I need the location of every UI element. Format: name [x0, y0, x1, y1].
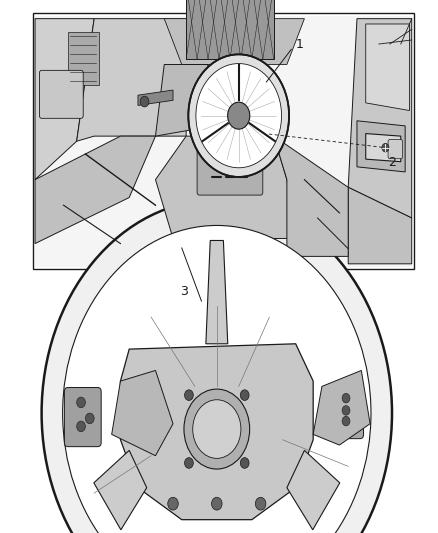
Text: 3: 3	[180, 286, 188, 298]
Polygon shape	[313, 370, 370, 445]
Polygon shape	[348, 187, 412, 264]
Circle shape	[240, 390, 249, 400]
Polygon shape	[206, 240, 228, 344]
Polygon shape	[274, 136, 348, 256]
Polygon shape	[357, 121, 405, 172]
Polygon shape	[164, 19, 304, 64]
Circle shape	[255, 497, 266, 510]
Bar	[68, 31, 99, 85]
Circle shape	[193, 400, 241, 458]
Circle shape	[342, 393, 350, 403]
Circle shape	[240, 458, 249, 469]
Polygon shape	[112, 370, 173, 456]
Circle shape	[382, 143, 389, 152]
FancyBboxPatch shape	[39, 70, 83, 118]
Polygon shape	[366, 24, 410, 110]
Circle shape	[85, 413, 94, 424]
Circle shape	[63, 225, 371, 533]
Circle shape	[168, 497, 178, 510]
Circle shape	[184, 458, 193, 469]
Polygon shape	[35, 136, 155, 244]
Polygon shape	[155, 136, 296, 238]
Polygon shape	[94, 450, 147, 530]
Circle shape	[196, 63, 282, 168]
Circle shape	[140, 96, 149, 107]
Text: 2: 2	[388, 156, 396, 168]
Polygon shape	[35, 19, 94, 180]
Polygon shape	[287, 450, 340, 530]
Bar	[33, 13, 414, 269]
Bar	[35, 16, 412, 266]
Circle shape	[188, 54, 289, 177]
Bar	[186, 0, 274, 59]
FancyBboxPatch shape	[197, 104, 263, 195]
Polygon shape	[77, 19, 186, 141]
FancyBboxPatch shape	[328, 385, 364, 439]
Circle shape	[184, 389, 250, 469]
Circle shape	[228, 102, 250, 129]
Circle shape	[212, 497, 222, 510]
Polygon shape	[155, 64, 208, 136]
Circle shape	[342, 406, 350, 415]
Polygon shape	[348, 19, 412, 218]
Polygon shape	[120, 344, 313, 520]
Circle shape	[77, 397, 85, 408]
Circle shape	[42, 200, 392, 533]
FancyBboxPatch shape	[388, 140, 403, 159]
Circle shape	[342, 416, 350, 426]
Polygon shape	[366, 134, 401, 161]
Circle shape	[184, 390, 193, 400]
FancyBboxPatch shape	[64, 387, 101, 447]
Polygon shape	[138, 90, 173, 106]
Circle shape	[77, 421, 85, 432]
Text: 1: 1	[296, 37, 304, 51]
